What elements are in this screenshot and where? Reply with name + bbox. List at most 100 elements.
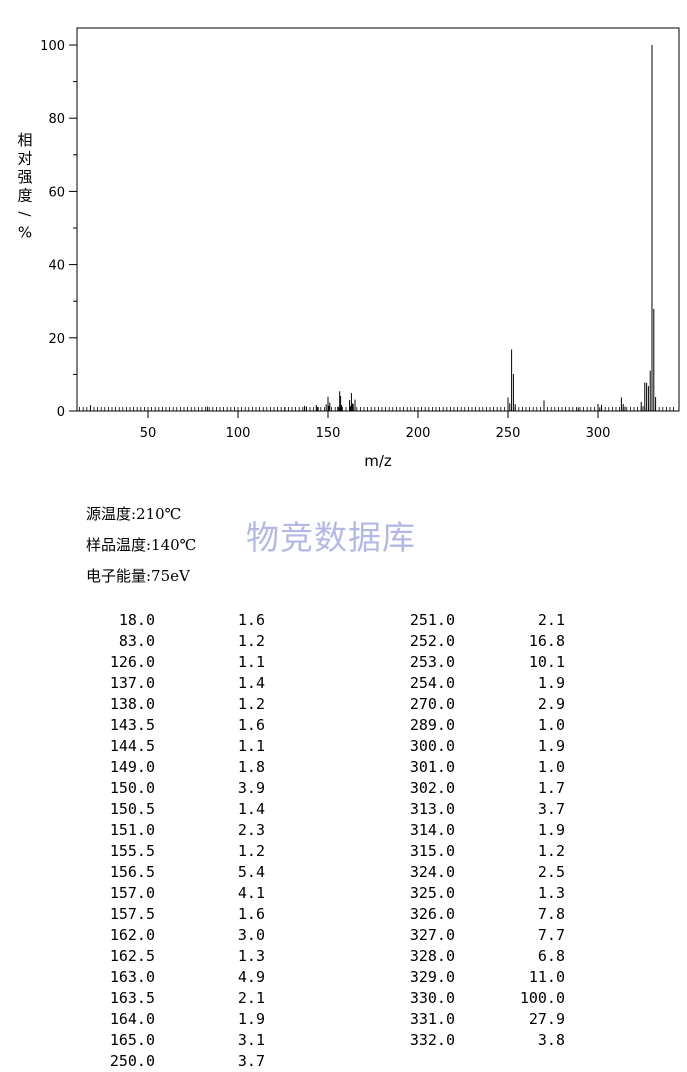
table-row: 162.0 3.0 <box>0 925 300 946</box>
intensity-value: 1.8 <box>237 758 265 776</box>
table-row: 302.0 1.7 <box>0 778 600 799</box>
mz-value: 289.0 <box>409 716 455 734</box>
y-tick-label: 100 <box>40 39 65 54</box>
intensity-value: 2.1 <box>237 989 265 1007</box>
mz-value: 332.0 <box>409 1031 455 1049</box>
table-row: 314.0 1.9 <box>0 820 600 841</box>
table-row: 150.0 3.9 <box>0 778 300 799</box>
y-axis-label-char: 相 <box>17 131 32 149</box>
table-row: 155.5 1.2 <box>0 841 300 862</box>
table-row: 138.0 1.2 <box>0 694 300 715</box>
mz-value: 313.0 <box>409 800 455 818</box>
x-tick-label: 150 <box>316 426 341 441</box>
intensity-value: 27.9 <box>528 1010 565 1028</box>
intensity-value: 1.9 <box>537 737 565 755</box>
y-axis-label-char: / <box>16 211 34 217</box>
intensity-value: 11.0 <box>528 968 565 986</box>
table-row: 164.0 1.9 <box>0 1009 300 1030</box>
table-row: 270.0 2.9 <box>0 694 600 715</box>
table-row: 137.0 1.4 <box>0 673 300 694</box>
intensity-value: 1.1 <box>237 653 265 671</box>
table-row: 18.0 1.6 <box>0 610 300 631</box>
mz-value: 314.0 <box>409 821 455 839</box>
peak-bars <box>89 45 657 411</box>
table-row: 254.0 1.9 <box>0 673 600 694</box>
mz-value: 329.0 <box>409 968 455 986</box>
intensity-value: 7.8 <box>537 905 565 923</box>
y-axis: 0 20 40 60 80 100 <box>40 39 77 420</box>
table-row: 330.0 100.0 <box>0 988 600 1009</box>
y-axis-label-char: 强 <box>17 168 32 186</box>
sample-temperature: 样品温度:140℃ <box>86 536 197 554</box>
intensity-value: 2.1 <box>537 611 565 629</box>
intensity-value: 1.2 <box>237 632 265 650</box>
intensity-value: 7.7 <box>537 926 565 944</box>
mz-value: 327.0 <box>409 926 455 944</box>
table-row: 324.0 2.5 <box>0 862 600 883</box>
y-axis-label-char: 度 <box>17 187 32 205</box>
intensity-value: 1.2 <box>537 842 565 860</box>
mz-value: 165.0 <box>109 1031 155 1049</box>
mz-value: 149.0 <box>109 758 155 776</box>
mz-value: 162.5 <box>109 947 155 965</box>
y-tick-label: 40 <box>48 259 65 274</box>
y-tick-label: 20 <box>48 332 65 347</box>
intensity-value: 100.0 <box>519 989 565 1007</box>
intensity-value: 2.3 <box>237 821 265 839</box>
intensity-value: 3.8 <box>537 1031 565 1049</box>
table-row: 163.0 4.9 <box>0 967 300 988</box>
mz-value: 325.0 <box>409 884 455 902</box>
x-tick-label: 200 <box>406 426 431 441</box>
mz-value: 270.0 <box>409 695 455 713</box>
x-minor-ticks <box>79 407 674 411</box>
intensity-value: 6.8 <box>537 947 565 965</box>
table-row: 325.0 1.3 <box>0 883 600 904</box>
intensity-value: 3.1 <box>237 1031 265 1049</box>
intensity-value: 1.2 <box>237 842 265 860</box>
mz-value: 301.0 <box>409 758 455 776</box>
source-temperature: 源温度:210℃ <box>86 505 182 523</box>
x-tick-label: 300 <box>586 426 611 441</box>
table-row: 332.0 3.8 <box>0 1030 600 1051</box>
mz-value: 300.0 <box>409 737 455 755</box>
intensity-value: 1.3 <box>537 884 565 902</box>
intensity-value: 16.8 <box>528 632 565 650</box>
mz-value: 250.0 <box>109 1052 155 1070</box>
mz-value: 83.0 <box>118 632 155 650</box>
mz-value: 18.0 <box>118 611 155 629</box>
table-row: 157.0 4.1 <box>0 883 300 904</box>
table-row: 251.0 2.1 <box>0 610 600 631</box>
intensity-value: 1.9 <box>537 821 565 839</box>
intensity-value: 3.7 <box>237 1052 265 1070</box>
intensity-value: 1.6 <box>237 716 265 734</box>
mz-value: 254.0 <box>409 674 455 692</box>
table-row: 315.0 1.2 <box>0 841 600 862</box>
table-row: 326.0 7.8 <box>0 904 600 925</box>
mz-value: 302.0 <box>409 779 455 797</box>
peak-table-left: 18.0 1.6 83.0 1.2 126.0 1.1 137.0 1.4 138.0 1.2 14… <box>0 610 300 1072</box>
table-row: 313.0 3.7 <box>0 799 600 820</box>
mz-value: 328.0 <box>409 947 455 965</box>
intensity-value: 2.9 <box>537 695 565 713</box>
mz-value: 138.0 <box>109 695 155 713</box>
electron-energy: 电子能量:75eV <box>86 567 190 585</box>
intensity-value: 5.4 <box>237 863 265 881</box>
table-row: 83.0 1.2 <box>0 631 300 652</box>
table-row: 149.0 1.8 <box>0 757 300 778</box>
mz-value: 324.0 <box>409 863 455 881</box>
table-row: 163.5 2.1 <box>0 988 300 1009</box>
mz-value: 150.5 <box>109 800 155 818</box>
mz-value: 157.0 <box>109 884 155 902</box>
mz-value: 137.0 <box>109 674 155 692</box>
mz-value: 331.0 <box>409 1010 455 1028</box>
intensity-value: 4.9 <box>237 968 265 986</box>
intensity-value: 1.0 <box>537 758 565 776</box>
intensity-value: 4.1 <box>237 884 265 902</box>
table-row: 156.5 5.4 <box>0 862 300 883</box>
table-row: 126.0 1.1 <box>0 652 300 673</box>
mz-value: 126.0 <box>109 653 155 671</box>
table-row: 150.5 1.4 <box>0 799 300 820</box>
y-tick-label: 0 <box>57 405 65 420</box>
mz-value: 163.5 <box>109 989 155 1007</box>
intensity-value: 2.5 <box>537 863 565 881</box>
